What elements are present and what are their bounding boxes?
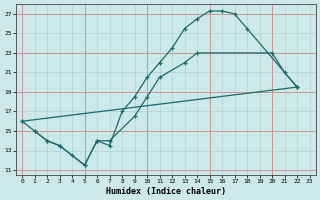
X-axis label: Humidex (Indice chaleur): Humidex (Indice chaleur) (106, 187, 226, 196)
